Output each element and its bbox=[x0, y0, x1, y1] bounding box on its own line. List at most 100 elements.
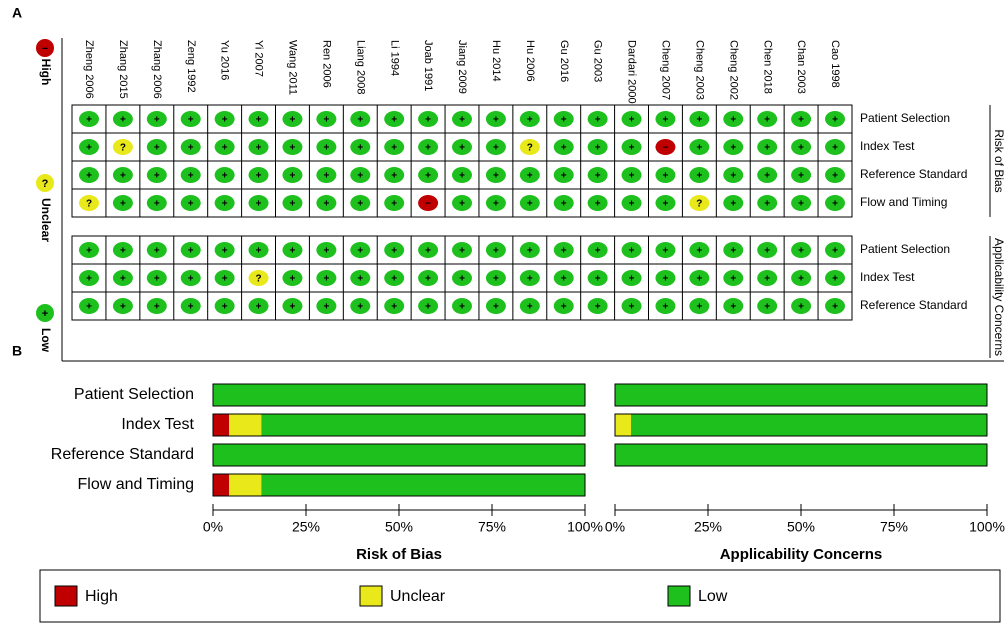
judgment-symbol: + bbox=[459, 199, 465, 210]
judgment-symbol: + bbox=[663, 115, 669, 126]
judgment-dot bbox=[553, 167, 574, 183]
judgment-dot bbox=[621, 139, 642, 155]
judgment-dot bbox=[180, 139, 201, 155]
judgment-symbol: + bbox=[290, 246, 296, 257]
judgment-dot bbox=[621, 195, 642, 211]
judgment-symbol: + bbox=[357, 274, 363, 285]
judgment-dot bbox=[791, 167, 812, 183]
x-tick-label: 50% bbox=[385, 519, 413, 535]
judgment-symbol: + bbox=[290, 274, 296, 285]
judgment-dot bbox=[553, 111, 574, 127]
judgment-symbol: + bbox=[764, 246, 770, 257]
judgment-symbol: + bbox=[425, 143, 431, 154]
bar-segment bbox=[213, 474, 229, 496]
judgment-symbol: + bbox=[764, 302, 770, 313]
study-label: Hu 2014 bbox=[490, 40, 502, 82]
judgment-dot bbox=[553, 242, 574, 258]
judgment-dot bbox=[214, 242, 235, 258]
judgment-symbol: + bbox=[391, 115, 397, 126]
judgment-symbol: + bbox=[154, 246, 160, 257]
judgment-dot bbox=[384, 167, 405, 183]
study-label: Gu 2003 bbox=[592, 40, 604, 82]
judgment-dot bbox=[485, 111, 506, 127]
judgment-dot bbox=[350, 298, 371, 314]
legend-dot bbox=[36, 174, 54, 192]
judgment-dot bbox=[350, 139, 371, 155]
category-label: Patient Selection bbox=[74, 386, 194, 403]
judgment-symbol: + bbox=[459, 143, 465, 154]
study-label: Liang 2008 bbox=[354, 40, 366, 94]
judgment-dot bbox=[757, 298, 778, 314]
judgment-symbol: + bbox=[256, 199, 262, 210]
judgment-symbol: + bbox=[832, 143, 838, 154]
judgment-dot bbox=[689, 195, 710, 211]
study-label: Hu 2006 bbox=[524, 40, 536, 82]
judgment-symbol: + bbox=[730, 115, 736, 126]
judgment-dot bbox=[248, 242, 269, 258]
judgment-dot bbox=[452, 111, 472, 127]
row-label: Index Test bbox=[860, 270, 915, 284]
judgment-symbol: + bbox=[459, 171, 465, 182]
judgment-symbol: + bbox=[663, 302, 669, 313]
judgment-dot bbox=[757, 111, 778, 127]
judgment-symbol: + bbox=[425, 171, 431, 182]
judgment-symbol: + bbox=[323, 246, 329, 257]
judgment-symbol: + bbox=[696, 171, 702, 182]
legend-symbol: ? bbox=[42, 178, 49, 190]
judgment-dot bbox=[316, 242, 337, 258]
x-axis-label: Applicability Concerns bbox=[720, 546, 883, 563]
judgment-dot bbox=[112, 167, 133, 183]
judgment-dot bbox=[418, 298, 439, 314]
legend-box bbox=[39, 569, 1001, 623]
bar-segment bbox=[213, 414, 229, 436]
judgment-symbol: + bbox=[527, 115, 533, 126]
judgment-dot bbox=[689, 111, 710, 127]
judgment-symbol: + bbox=[357, 199, 363, 210]
row-label: Flow and Timing bbox=[860, 195, 947, 209]
judgment-symbol: + bbox=[120, 199, 126, 210]
judgment-dot bbox=[248, 167, 269, 183]
judgment-dot bbox=[723, 195, 744, 211]
judgment-dot bbox=[485, 242, 506, 258]
judgment-dot bbox=[180, 195, 201, 211]
judgment-symbol: + bbox=[798, 302, 804, 313]
judgment-dot bbox=[350, 270, 371, 286]
judgment-dot bbox=[316, 298, 337, 314]
x-tick-label: 25% bbox=[292, 519, 320, 535]
study-label: Yu 2016 bbox=[219, 40, 231, 80]
judgment-dot bbox=[350, 242, 371, 258]
judgment-symbol: + bbox=[323, 302, 329, 313]
judgment-symbol: + bbox=[730, 274, 736, 285]
judgment-symbol: + bbox=[730, 199, 736, 210]
x-tick-label: 100% bbox=[969, 519, 1005, 535]
legend-swatch bbox=[359, 585, 383, 607]
judgment-symbol: + bbox=[459, 246, 465, 257]
judgment-dot bbox=[587, 242, 608, 258]
judgment-dot bbox=[418, 111, 439, 127]
judgment-symbol: + bbox=[256, 171, 262, 182]
legend-label: Unclear bbox=[39, 198, 53, 242]
judgment-dot bbox=[282, 111, 303, 127]
judgment-symbol: + bbox=[595, 274, 601, 285]
study-label: Jiang 2009 bbox=[456, 40, 468, 94]
judgment-symbol: + bbox=[798, 274, 804, 285]
judgment-dot bbox=[146, 139, 167, 155]
judgment-symbol: + bbox=[561, 143, 567, 154]
judgment-symbol: + bbox=[832, 302, 838, 313]
category-label: Index Test bbox=[121, 416, 194, 433]
judgment-symbol: + bbox=[391, 302, 397, 313]
judgment-symbol: + bbox=[663, 171, 669, 182]
judgment-symbol: + bbox=[561, 171, 567, 182]
judgment-dot bbox=[282, 270, 303, 286]
grid-box bbox=[71, 235, 853, 321]
judgment-dot bbox=[791, 270, 812, 286]
judgment-dot bbox=[418, 270, 439, 286]
row-label: Patient Selection bbox=[860, 111, 950, 125]
judgment-symbol: + bbox=[493, 274, 499, 285]
judgment-dot bbox=[689, 242, 710, 258]
judgment-dot bbox=[655, 270, 676, 286]
judgment-dot bbox=[282, 139, 303, 155]
judgment-dot bbox=[180, 111, 201, 127]
judgment-symbol: + bbox=[391, 171, 397, 182]
bar-outline bbox=[212, 473, 586, 497]
